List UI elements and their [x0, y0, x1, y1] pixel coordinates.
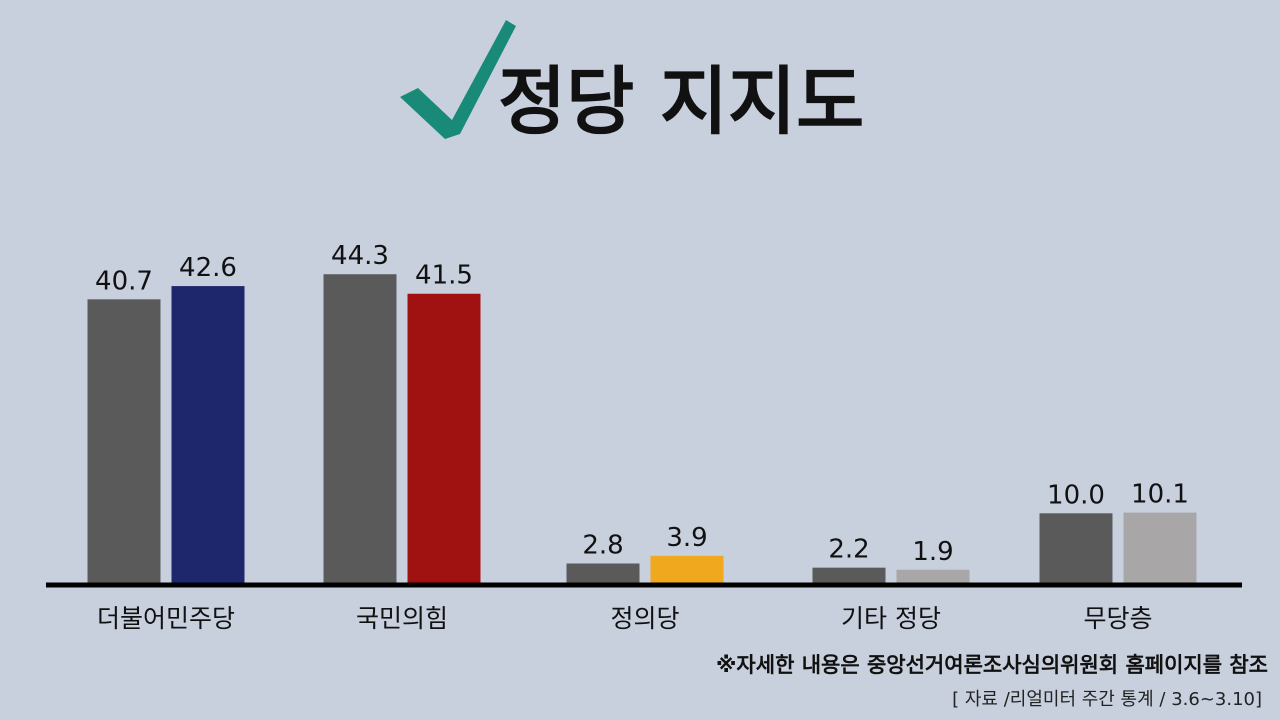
bar-2-1 — [650, 555, 724, 583]
page-title: 정당 지지도 — [498, 59, 864, 145]
bars-group — [87, 274, 1197, 583]
bar-2-0 — [566, 563, 640, 583]
bar-3-0 — [812, 567, 886, 583]
bar-4-1 — [1123, 512, 1197, 583]
checkmark-icon — [400, 20, 516, 139]
value-label-0-0: 40.7 — [95, 266, 153, 296]
value-label-4-0: 10.0 — [1047, 480, 1105, 510]
value-label-2-0: 2.8 — [582, 530, 623, 560]
value-label-1-0: 44.3 — [331, 241, 389, 271]
bar-1-0 — [323, 274, 397, 583]
bar-0-0 — [87, 299, 161, 583]
value-labels-group: 40.7 42.6 44.3 41.5 2.8 3.9 2.2 1.9 10.0 10.1 — [95, 241, 1189, 567]
category-labels-group: 더불어민주당 국민의힘 정의당 기타 정당 무당층 — [97, 604, 1153, 633]
category-label-2: 정의당 — [610, 604, 679, 633]
bar-3-1 — [896, 569, 970, 583]
category-label-3: 기타 정당 — [841, 604, 941, 633]
value-label-1-1: 41.5 — [415, 261, 473, 291]
bar-0-1 — [171, 286, 245, 583]
footnote: ※자세한 내용은 중앙선거여론조사심의위원회 홈페이지를 참조 — [716, 653, 1268, 677]
value-label-2-1: 3.9 — [666, 523, 707, 553]
value-label-3-0: 2.2 — [828, 535, 869, 565]
value-label-0-1: 42.6 — [179, 253, 237, 283]
bar-1-1 — [407, 293, 481, 583]
source-citation: [ 자료 /리얼미터 주간 통계 / 3.6~3.10] — [952, 689, 1262, 710]
value-label-3-1: 1.9 — [912, 537, 953, 567]
bar-4-0 — [1039, 513, 1113, 583]
category-label-0: 더불어민주당 — [97, 604, 235, 633]
value-label-4-1: 10.1 — [1131, 480, 1189, 510]
category-label-1: 국민의힘 — [356, 604, 448, 633]
category-label-4: 무당층 — [1083, 604, 1152, 633]
